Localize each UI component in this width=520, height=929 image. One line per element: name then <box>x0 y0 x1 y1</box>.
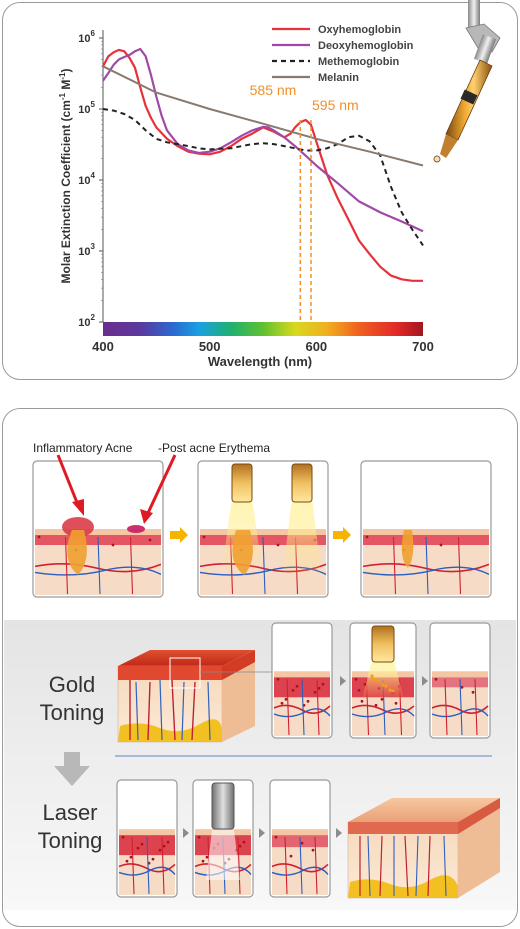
laser-handpiece-icon <box>211 782 235 830</box>
series-line-melanin <box>102 65 424 167</box>
x-tick-label: 400 <box>92 339 114 354</box>
post-acne-erythema-label: -Post acne Erythema <box>158 441 271 455</box>
skin-box-before <box>32 460 164 598</box>
gold-step-box-2 <box>349 622 417 739</box>
gold-handpiece-icon <box>231 463 253 503</box>
skin-box-after <box>360 460 492 598</box>
legend: Oxyhemoglobin Deoxyhemoglobin Methemoglobi… <box>272 24 414 84</box>
series-line-oxyhemoglobin <box>102 48 423 282</box>
down-arrow <box>54 752 90 786</box>
erythema-pointer-arrow <box>140 454 177 524</box>
series-line-deoxyhemoglobin <box>102 47 424 233</box>
step-arrow-gray <box>340 676 346 686</box>
x-axis-label: Wavelength (nm) <box>208 354 312 369</box>
gold-step-box-1 <box>271 622 333 739</box>
gold-toning-skin-cube <box>117 650 255 743</box>
step-arrow-1 <box>170 527 188 543</box>
absorption-chart: 106 105 104 103 102 400 500 600 700 585 nm 595 n… <box>58 0 501 369</box>
gold-handpiece-icon <box>291 463 313 503</box>
y-tick-label: 104 <box>78 171 95 187</box>
series-line-methemoglobin <box>102 108 424 246</box>
laser-step-box-1 <box>116 779 178 898</box>
laser-label-line1: Laser <box>42 800 97 825</box>
annotation-label: 585 nm <box>250 82 297 98</box>
laser-label-line2: Toning <box>38 828 103 853</box>
laser-handpiece-illustration <box>433 0 501 163</box>
step-arrow-2 <box>333 527 351 543</box>
gold-label-line1: Gold <box>49 672 95 697</box>
acne-pointer-arrow <box>56 454 84 516</box>
y-tick-label: 105 <box>78 100 95 116</box>
y-axis-label: Molar Extinction Coefficient (cm-1 M-1) <box>58 69 73 284</box>
gold-step-box-3 <box>429 622 491 739</box>
spectrum-bar <box>103 322 423 336</box>
gold-label-line2: Toning <box>40 700 105 725</box>
chart-panel <box>2 2 518 380</box>
y-tick-label: 106 <box>78 29 95 45</box>
legend-label: Oxyhemoglobin <box>318 24 401 36</box>
annotation-label: 595 nm <box>312 97 359 113</box>
legend-label: Deoxyhemoglobin <box>318 40 414 52</box>
y-tick-label: 103 <box>78 242 95 258</box>
step-arrow-gray <box>183 828 189 838</box>
laser-step-box-2 <box>192 779 254 898</box>
x-tick-label: 700 <box>412 339 434 354</box>
x-tick-label: 600 <box>305 339 327 354</box>
legend-label: Methemoglobin <box>318 56 400 68</box>
step-arrow-gray <box>336 828 342 838</box>
laser-step-box-3 <box>269 779 331 898</box>
step-arrow-gray <box>422 676 428 686</box>
inflammatory-acne-label: Inflammatory Acne <box>33 441 133 455</box>
skin-box-treatment <box>197 460 329 598</box>
y-tick-label: 102 <box>78 313 95 329</box>
step-arrow-gray <box>259 828 265 838</box>
light-beam <box>282 498 322 580</box>
gold-handpiece-icon <box>371 625 395 663</box>
laser-toning-skin-cube <box>347 798 500 899</box>
legend-label: Melanin <box>318 72 359 84</box>
x-tick-label: 500 <box>199 339 221 354</box>
